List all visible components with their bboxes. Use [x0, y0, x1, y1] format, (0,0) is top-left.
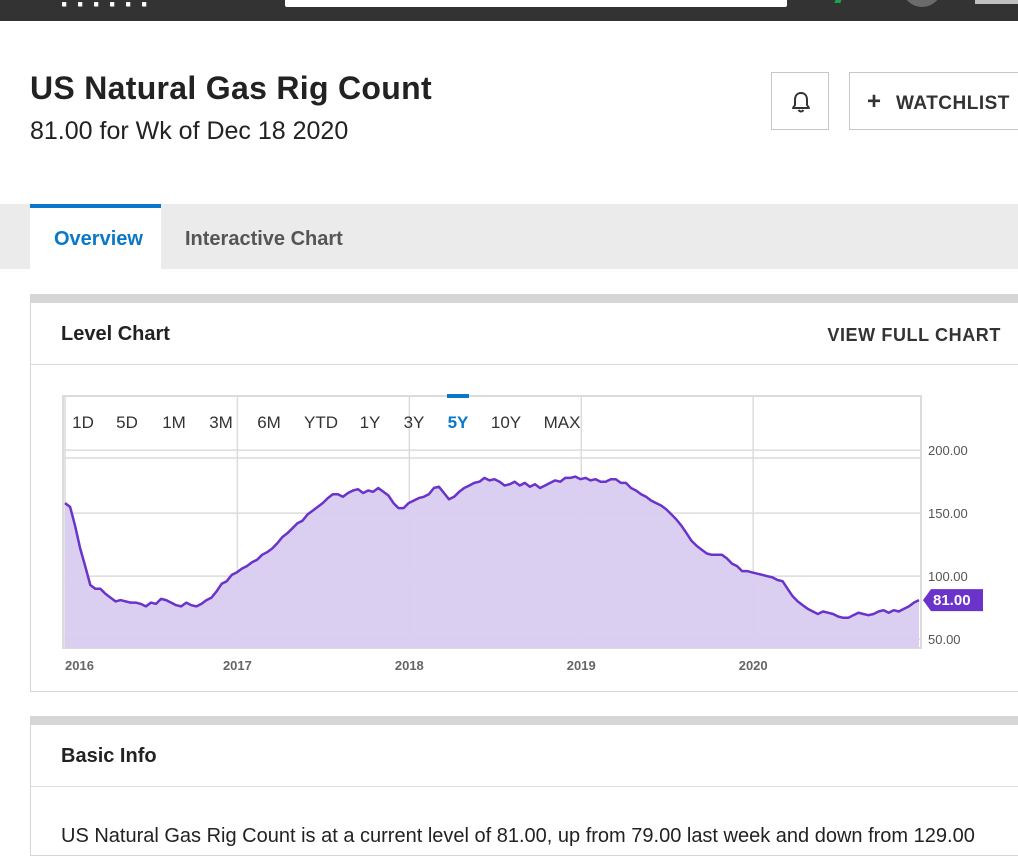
y-tick-label: 50.00: [928, 632, 961, 647]
x-tick-label: 2017: [223, 658, 252, 673]
range-label: 5D: [116, 413, 138, 432]
range-5y-button[interactable]: 5Y: [447, 394, 469, 432]
bell-icon: [792, 92, 810, 113]
range-label: 1D: [72, 413, 94, 432]
basic-info-title: Basic Info: [61, 745, 157, 767]
series-line: [64, 475, 920, 620]
range-active-indicator: [447, 394, 469, 398]
status-indicator-icon: [834, 0, 844, 3]
range-1d-button[interactable]: 1D: [72, 413, 94, 432]
range-1m-button[interactable]: 1M: [162, 413, 186, 432]
range-ytd-button[interactable]: YTD: [304, 413, 338, 432]
y-tick-label: 100.00: [928, 569, 968, 584]
range-label: YTD: [304, 413, 338, 432]
last-value-label: 81.00: [933, 592, 971, 609]
level-chart: 50.00 100.00 150.00 200.00 2016 2017 2018 2019 2…: [62, 394, 983, 673]
site-logo[interactable]: ······: [60, 0, 156, 21]
add-to-watchlist-button[interactable]: + WATCHLIST: [849, 72, 1018, 130]
range-label: 3M: [209, 413, 233, 432]
range-label: 5Y: [448, 413, 469, 432]
x-tick-label: 2020: [739, 658, 768, 673]
tab-overview-label: Overview: [54, 228, 143, 250]
range-5d-button[interactable]: 5D: [116, 413, 138, 432]
search-input[interactable]: [285, 0, 787, 7]
range-3y-button[interactable]: 3Y: [404, 413, 425, 432]
page-title: US Natural Gas Rig Count: [30, 70, 432, 106]
y-tick-label: 200.00: [928, 443, 968, 458]
watchlist-label: WATCHLIST: [896, 93, 1010, 114]
page-subtitle: 81.00 for Wk of Dec 18 2020: [30, 117, 349, 145]
area-fill: [65, 476, 919, 648]
alert-button[interactable]: [771, 72, 829, 130]
last-value-tag: [923, 589, 983, 612]
menu-button[interactable]: [975, 0, 1018, 4]
range-label: MAX: [544, 413, 581, 432]
tab-bar: Overview Interactive Chart: [0, 204, 1018, 269]
x-tick-label: 2019: [567, 658, 596, 673]
x-tick-label: 2016: [65, 658, 94, 673]
range-max-button[interactable]: MAX: [544, 413, 581, 432]
view-full-chart-link[interactable]: VIEW FULL CHART: [827, 325, 1001, 345]
tab-overview[interactable]: Overview: [30, 204, 161, 269]
level-chart-title: Level Chart: [61, 323, 170, 345]
basic-info-header: Basic Info: [31, 725, 1018, 787]
tab-interactive-chart[interactable]: Interactive Chart: [185, 204, 365, 269]
tab-interactive-chart-label: Interactive Chart: [185, 228, 343, 250]
range-3m-button[interactable]: 3M: [209, 413, 233, 432]
basic-info-card: Basic Info US Natural Gas Rig Count is a…: [30, 716, 1018, 856]
level-chart-card: Level Chart VIEW FULL CHART 50.00 100.00 1…: [30, 294, 1018, 692]
range-10y-button[interactable]: 10Y: [491, 413, 521, 432]
range-label: 10Y: [491, 413, 521, 432]
range-label: 6M: [257, 413, 281, 432]
range-1y-button[interactable]: 1Y: [360, 413, 381, 432]
plus-icon: +: [867, 88, 882, 115]
top-nav-bar: ······: [0, 0, 1018, 21]
avatar[interactable]: [902, 0, 942, 7]
level-chart-header: Level Chart VIEW FULL CHART: [31, 303, 1018, 365]
range-label: 1Y: [360, 413, 381, 432]
range-label: 3Y: [404, 413, 425, 432]
x-tick-label: 2018: [395, 658, 424, 673]
range-label: 1M: [162, 413, 186, 432]
range-6m-button[interactable]: 6M: [257, 413, 281, 432]
y-tick-label: 150.00: [928, 506, 968, 521]
basic-info-text: US Natural Gas Rig Count is at a current…: [61, 825, 975, 847]
